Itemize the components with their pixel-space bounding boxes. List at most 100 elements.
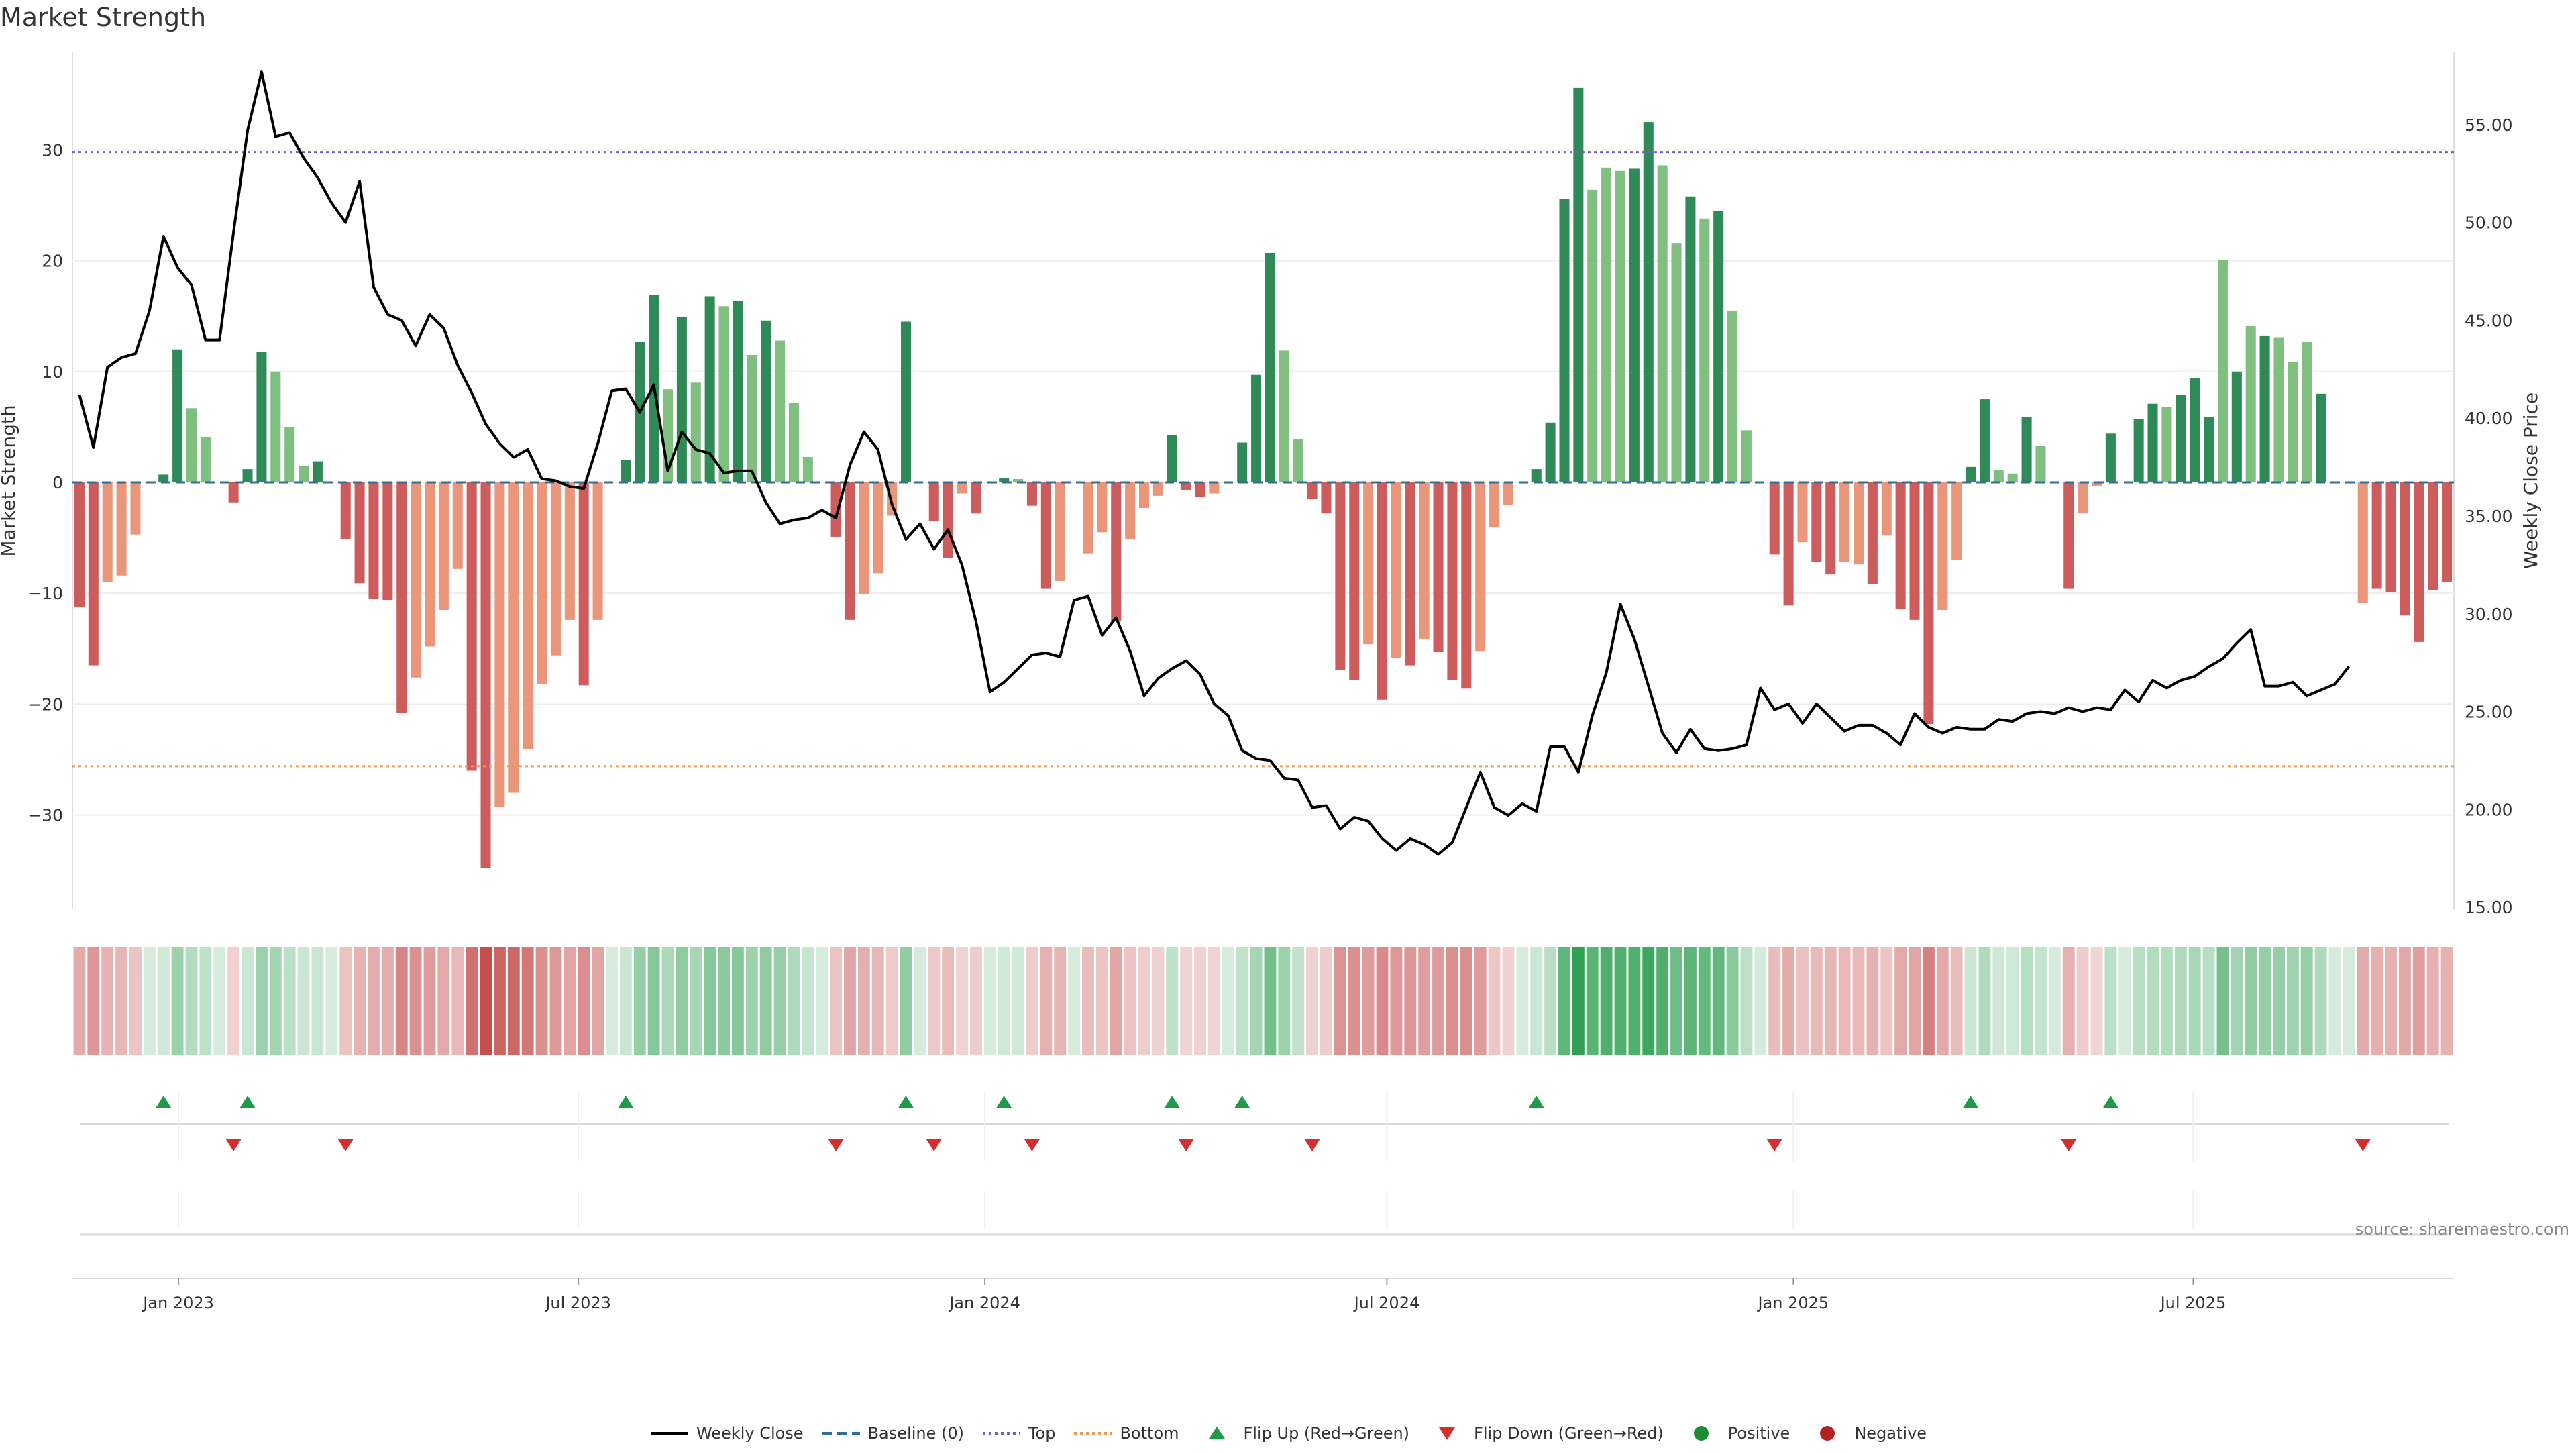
strength-bar — [830, 482, 841, 537]
y2-axis-label: Weekly Close Price — [2520, 393, 2542, 569]
heat-cell — [2440, 947, 2453, 1055]
heat-cell — [2245, 947, 2257, 1055]
heat-cell — [409, 947, 422, 1055]
strength-bar — [1909, 482, 1920, 620]
heat-cell — [998, 947, 1010, 1055]
strength-bar — [2133, 419, 2144, 482]
legend-item: Flip Down (Green→Red) — [1427, 1424, 1664, 1443]
strength-bar — [2357, 482, 2368, 604]
strength-bar — [1601, 167, 1612, 482]
heat-cell — [2426, 947, 2439, 1055]
strength-bar — [1685, 196, 1696, 482]
strength-bar — [1405, 482, 1415, 666]
strength-bar — [1433, 482, 1444, 652]
legend-swatch — [650, 1432, 688, 1435]
strength-bar — [1251, 374, 1262, 482]
heat-cell — [549, 947, 562, 1055]
strength-bar — [396, 482, 407, 713]
heat-cell — [1670, 947, 1682, 1055]
strength-bar — [2105, 433, 2116, 482]
y-tick-label: −10 — [28, 584, 63, 603]
heat-cell — [592, 947, 604, 1055]
flip-down-marker — [1178, 1139, 1195, 1151]
flip-up-marker — [617, 1096, 634, 1108]
heat-cell — [1586, 947, 1599, 1055]
strength-bar — [1769, 482, 1780, 555]
heat-cell — [2035, 947, 2047, 1055]
heat-cell — [2104, 947, 2117, 1055]
strength-bar — [2371, 482, 2382, 589]
strength-bar — [1363, 482, 1374, 645]
heat-cell — [1600, 947, 1613, 1055]
strength-bar — [452, 482, 463, 569]
heat-cell — [1404, 947, 1417, 1055]
flip-up-marker — [1528, 1096, 1545, 1108]
strength-bar — [1391, 482, 1401, 658]
source-note: source: sharemaestro.com — [2355, 1220, 2569, 1239]
strength-bar — [1111, 482, 1122, 621]
strength-bar — [256, 352, 267, 482]
heat-cell — [2259, 947, 2271, 1055]
strength-bar — [466, 482, 477, 771]
heat-cell — [969, 947, 982, 1055]
heat-cell — [1530, 947, 1543, 1055]
strength-bar — [900, 321, 912, 482]
strength-bar — [1321, 482, 1332, 514]
heat-cell — [1460, 947, 1472, 1055]
heat-cell — [857, 947, 870, 1055]
heat-cell — [115, 947, 128, 1055]
heat-cell — [2048, 947, 2061, 1055]
strength-bar — [1923, 482, 1934, 725]
strength-bar — [354, 482, 365, 584]
y-tick-label: −30 — [28, 806, 63, 825]
heat-cell — [1909, 947, 1921, 1055]
legend-swatch — [822, 1432, 860, 1435]
flip-down-marker — [225, 1139, 242, 1151]
heat-cell — [1138, 947, 1150, 1055]
heat-cell — [1726, 947, 1739, 1055]
legend-item: Flip Up (Red→Green) — [1197, 1424, 1409, 1443]
chart-legend: Weekly Close Baseline (0) Top Bottom Flip Up… — [0, 1424, 2576, 1443]
heat-cell — [1992, 947, 2005, 1055]
heat-cell — [1852, 947, 1865, 1055]
strength-bar — [1559, 199, 1570, 482]
legend-item: Bottom — [1073, 1424, 1179, 1443]
strength-bar — [1349, 482, 1360, 680]
strength-bar — [1237, 442, 1248, 482]
heat-cell — [2174, 947, 2187, 1055]
heat-cell — [1838, 947, 1851, 1055]
heat-cell — [466, 947, 478, 1055]
strength-bar — [592, 482, 603, 620]
legend-swatch — [1693, 1426, 1709, 1441]
heat-cell — [2398, 947, 2411, 1055]
heat-cell — [928, 947, 941, 1055]
strength-bar — [508, 482, 519, 793]
legend-item: Weekly Close — [649, 1424, 804, 1443]
strength-bar — [2204, 417, 2214, 482]
strength-bar — [2316, 393, 2326, 482]
y2-tick-label: 35.00 — [2465, 507, 2513, 526]
heat-cell — [1012, 947, 1024, 1055]
heat-cell — [871, 947, 884, 1055]
strength-bar — [1797, 482, 1808, 543]
strength-bar — [2442, 482, 2453, 582]
y-tick-label: 20 — [42, 252, 63, 271]
heat-cell — [2062, 947, 2075, 1055]
strength-bar — [2385, 482, 2396, 592]
strength-bar — [1867, 482, 1878, 584]
strength-bar — [928, 482, 939, 521]
strength-bar — [1895, 482, 1906, 609]
strength-bar — [1097, 482, 1108, 533]
x-tick-label: Jan 2025 — [1757, 1294, 1829, 1312]
strength-bar — [676, 317, 687, 482]
strength-bar — [158, 474, 169, 482]
strength-bar — [1727, 310, 1738, 482]
y2-tick-label: 25.00 — [2465, 703, 2513, 722]
heat-cell — [507, 947, 520, 1055]
heat-cell — [816, 947, 828, 1055]
heat-cell — [1432, 947, 1444, 1055]
heat-cell — [1922, 947, 1935, 1055]
strength-bar — [1531, 469, 1542, 482]
strength-bar — [1125, 482, 1136, 539]
